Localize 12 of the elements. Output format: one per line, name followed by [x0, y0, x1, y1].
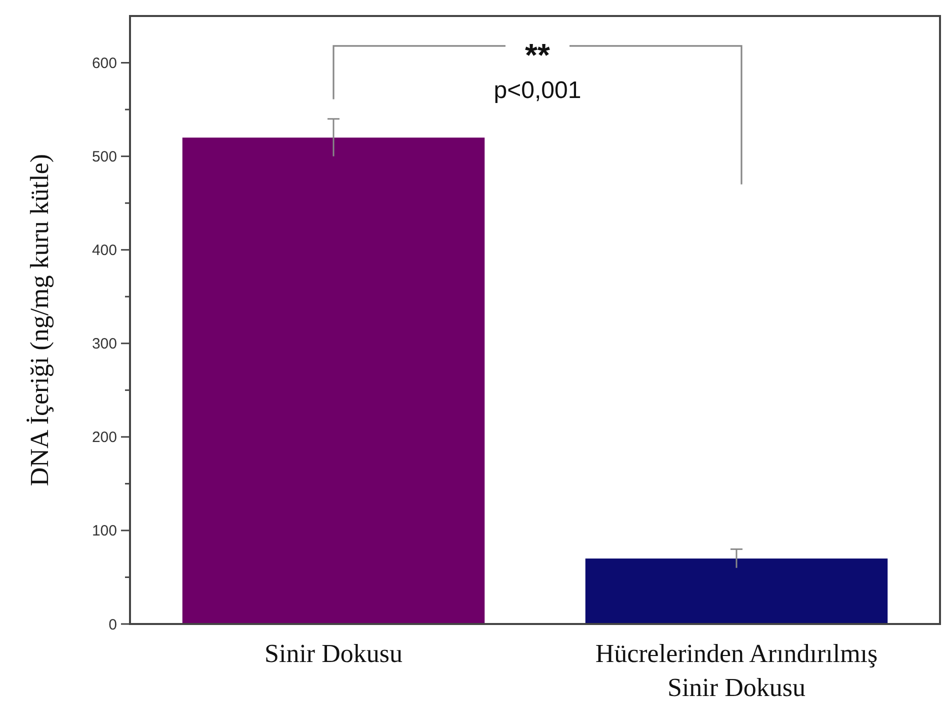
- y-tick-label: 600: [92, 55, 117, 72]
- annotation: **: [525, 36, 550, 73]
- annotation: p<0,001: [494, 76, 582, 104]
- x-tick-label: Sinir Dokusu: [264, 639, 402, 668]
- y-tick-label: 0: [108, 616, 117, 634]
- y-tick-label: 300: [92, 336, 117, 353]
- y-axis-title: DNA İçeriği (ng/mg kuru kütle): [25, 154, 54, 486]
- x-tick-label: Hücrelerinden Arındırılmış Sinir Dokusu: [595, 639, 878, 702]
- y-tick-label: 500: [92, 148, 117, 166]
- y-tick-label: 100: [92, 522, 117, 540]
- y-tick-label: 400: [92, 242, 117, 260]
- y-tick-label: 200: [92, 429, 117, 446]
